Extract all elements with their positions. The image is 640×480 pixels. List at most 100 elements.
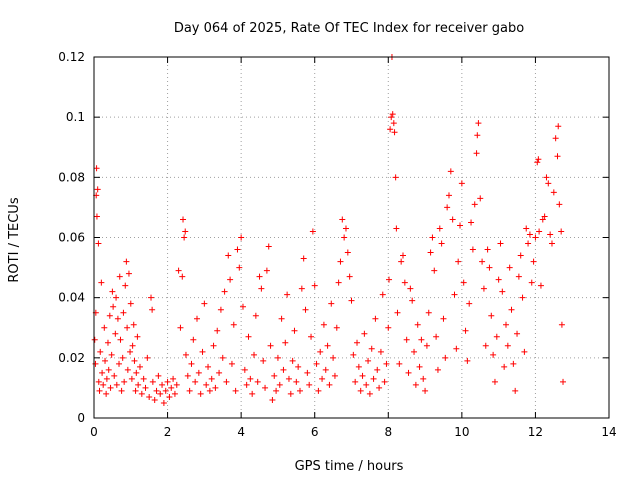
data-point (412, 381, 419, 388)
data-point (447, 168, 454, 175)
data-point (164, 378, 171, 385)
data-point (160, 399, 167, 406)
y-tick-labels: 0 0.02 0.04 0.06 0.08 0.1 0.12 (58, 50, 85, 425)
data-point (289, 357, 296, 364)
data-point (434, 366, 441, 373)
data-point (120, 309, 127, 316)
data-point (499, 288, 506, 295)
chart-title: Day 064 of 2025, Rate Of TEC Index for r… (174, 21, 524, 36)
data-point (315, 387, 322, 394)
data-point (181, 234, 188, 241)
data-point (488, 312, 495, 319)
data-point (300, 255, 307, 262)
data-point (162, 387, 169, 394)
data-point (442, 354, 449, 361)
data-point (216, 369, 223, 376)
data-point (205, 363, 212, 370)
data-point (282, 339, 289, 346)
data-point (519, 294, 526, 301)
data-point (458, 180, 465, 187)
data-point (102, 357, 109, 364)
y-axis-label: ROTI / TECUs (7, 197, 22, 282)
data-point (554, 153, 561, 160)
data-point (306, 381, 313, 388)
plot-frame (93, 56, 610, 419)
data-point (545, 180, 552, 187)
data-point (132, 387, 139, 394)
data-point (479, 258, 486, 265)
data-point (97, 348, 104, 355)
data-point (293, 378, 300, 385)
data-point (251, 351, 258, 358)
x-tick-label: 2 (164, 425, 172, 439)
data-point (383, 360, 390, 367)
data-point (192, 378, 199, 385)
data-point (166, 393, 173, 400)
data-point (475, 120, 482, 127)
data-point (186, 387, 193, 394)
data-point (436, 225, 443, 232)
data-point (249, 390, 256, 397)
data-point (201, 300, 208, 307)
data-point (179, 273, 186, 280)
data-point (449, 216, 456, 223)
data-point (245, 333, 252, 340)
data-point (535, 156, 542, 163)
data-point (127, 300, 134, 307)
data-point (188, 360, 195, 367)
data-point (149, 306, 156, 313)
x-tick-label: 14 (601, 425, 616, 439)
data-point (394, 309, 401, 316)
data-point (552, 135, 559, 142)
data-point (495, 276, 502, 283)
data-point (313, 360, 320, 367)
data-point (416, 363, 423, 370)
data-point (335, 279, 342, 286)
data-point (95, 378, 102, 385)
data-point (471, 201, 478, 208)
data-point (94, 186, 101, 193)
data-point (548, 240, 555, 247)
data-point (339, 216, 346, 223)
data-point (223, 378, 230, 385)
data-point (514, 330, 521, 337)
data-point (304, 369, 311, 376)
data-point (322, 366, 329, 373)
data-point (361, 330, 368, 337)
data-point (386, 276, 393, 283)
data-point (206, 387, 213, 394)
data-point (170, 375, 177, 382)
data-point (407, 285, 414, 292)
data-point (157, 390, 164, 397)
data-point (409, 297, 416, 304)
data-point (110, 303, 117, 310)
data-point (337, 258, 344, 265)
data-point (113, 381, 120, 388)
data-point (113, 294, 120, 301)
data-point (530, 258, 537, 265)
data-point (140, 375, 147, 382)
data-point (121, 378, 128, 385)
data-point (387, 126, 394, 133)
data-point (108, 351, 115, 358)
data-point (370, 375, 377, 382)
y-tick-label: 0.08 (58, 170, 85, 184)
data-point (510, 360, 517, 367)
data-point (112, 330, 119, 337)
data-point (260, 357, 267, 364)
data-point (280, 366, 287, 373)
y-tick-label: 0.1 (66, 110, 85, 124)
data-point (392, 174, 399, 181)
data-point (119, 354, 126, 361)
data-point (129, 342, 136, 349)
data-point (291, 327, 298, 334)
data-point (197, 390, 204, 397)
data-point (319, 375, 326, 382)
data-point (92, 360, 99, 367)
data-point (418, 336, 425, 343)
data-point (278, 315, 285, 322)
data-point (302, 306, 309, 313)
x-tick-label: 4 (237, 425, 245, 439)
data-point (320, 321, 327, 328)
